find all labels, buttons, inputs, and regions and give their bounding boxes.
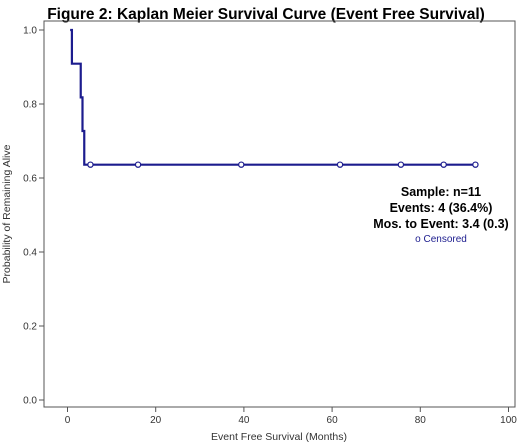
y-tick-label: 0.2 xyxy=(23,322,37,333)
x-tick-label: 20 xyxy=(150,415,162,426)
x-axis-label: Event Free Survival (Months) xyxy=(211,431,347,443)
x-tick-label: 60 xyxy=(327,415,339,426)
censor-mark xyxy=(397,161,405,168)
mos-annotation: Mos. to Event: 3.4 (0.3) xyxy=(373,217,508,231)
sample-annotation: Sample: n=11 xyxy=(401,185,481,199)
survival-curve xyxy=(70,28,476,166)
x-axis: 0 20 40 60 80 100 xyxy=(65,407,517,426)
y-tick-label: 0.0 xyxy=(23,396,37,407)
censor-mark xyxy=(134,161,142,168)
censor-mark xyxy=(238,161,245,168)
censored-legend: o Censored xyxy=(415,234,467,245)
y-axis-label: Probability of Remaining Alive xyxy=(1,144,13,283)
y-axis: 0.0 0.2 0.4 0.6 0.8 1.0 xyxy=(23,26,44,407)
x-tick-label: 40 xyxy=(238,415,250,426)
x-tick-label: 100 xyxy=(500,415,517,426)
censor-marks xyxy=(87,161,479,168)
censor-mark xyxy=(472,161,479,168)
events-annotation: Events: 4 (36.4%) xyxy=(390,201,493,215)
x-tick-label: 80 xyxy=(415,415,427,426)
x-tick-label: 0 xyxy=(65,415,71,426)
chart-title: Figure 2: Kaplan Meier Survival Curve (E… xyxy=(47,6,485,23)
censor-mark xyxy=(440,161,447,168)
y-tick-label: 0.4 xyxy=(23,248,37,259)
censor-mark xyxy=(336,161,344,168)
y-tick-label: 0.8 xyxy=(23,100,37,111)
censor-mark xyxy=(87,161,94,168)
plot-frame xyxy=(43,20,516,408)
y-tick-label: 1.0 xyxy=(23,26,37,37)
y-tick-label: 0.6 xyxy=(23,174,37,185)
